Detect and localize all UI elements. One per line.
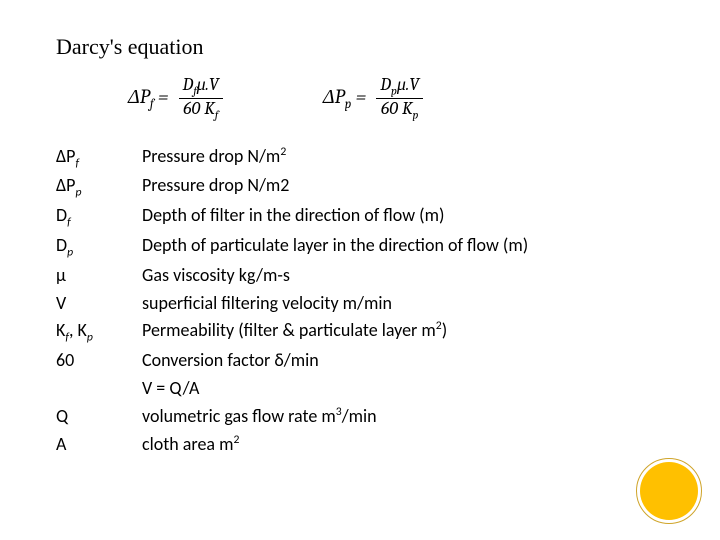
eq2-den-sub: p (413, 107, 419, 121)
definition-row: DpDepth of particulate layer in the dire… (56, 232, 670, 262)
eq1-lhs-sub: f (150, 97, 154, 112)
eq1-num: Dfμ.V (179, 76, 223, 99)
definition-symbol: Q (56, 403, 142, 431)
slide: Darcy's equation ΔPf = Dfμ.V 60 Kf ΔPp = (0, 0, 720, 540)
definitions-list: ΔPfPressure drop N/m2ΔPpPressure drop N/… (56, 143, 670, 459)
eq1-lhs: ΔPf = (128, 85, 169, 112)
definition-symbol: V (56, 290, 142, 318)
definition-row: V = Q/A (56, 375, 670, 403)
eq2-num-a: D (380, 74, 391, 95)
definition-symbol: Dp (56, 232, 142, 262)
definition-symbol: A (56, 431, 142, 459)
eq1-num-rest: μ.V (197, 74, 219, 95)
definition-symbol: μ (56, 262, 142, 290)
definition-symbol: Kf, Kp (56, 317, 142, 347)
eq1-den-a: 60 K (183, 98, 215, 119)
eq1-den-sub: f (215, 107, 218, 121)
eq2-num: Dpμ.V (376, 76, 423, 99)
definition-text: superficial filtering velocity m/min (142, 290, 670, 318)
eq2-den: 60 Kp (377, 99, 422, 121)
definition-row: ΔPpPressure drop N/m2 (56, 172, 670, 202)
definition-row: Kf, KpPermeability (filter & particulate… (56, 317, 670, 347)
eq2-frac: Dpμ.V 60 Kp (376, 76, 423, 121)
definition-text: Conversion factor δ/min (142, 347, 670, 375)
eq2-lhs-sub: p (345, 97, 352, 112)
eq1-den: 60 Kf (179, 99, 222, 121)
eq1-num-a: D (183, 74, 194, 95)
eq1-lhs-base: ΔP (128, 85, 150, 108)
definition-row: μGas viscosity kg/m-s (56, 262, 670, 290)
definition-row: Qvolumetric gas flow rate m3/min (56, 403, 670, 431)
eq2-lhs-base: ΔP (323, 85, 345, 108)
definition-row: ΔPfPressure drop N/m2 (56, 143, 670, 173)
definition-text: Pressure drop N/m2 (142, 143, 670, 173)
definition-symbol: ΔPf (56, 143, 142, 173)
page-title: Darcy's equation (56, 34, 670, 60)
definition-row: 60Conversion factor δ/min (56, 347, 670, 375)
definition-text: cloth area m2 (142, 431, 670, 459)
definition-text: Depth of filter in the direction of flow… (142, 202, 670, 232)
definition-symbol (56, 375, 142, 403)
eq2-den-a: 60 K (381, 98, 413, 119)
definition-text: Gas viscosity kg/m-s (142, 262, 670, 290)
equation-2: ΔPp = Dpμ.V 60 Kp (323, 76, 423, 121)
definition-symbol: Df (56, 202, 142, 232)
eq2-lhs: ΔPp = (323, 85, 366, 112)
definition-text: V = Q/A (142, 375, 670, 403)
eq1-frac: Dfμ.V 60 Kf (179, 76, 223, 121)
corner-circle-icon (640, 462, 698, 520)
definition-symbol: ΔPp (56, 172, 142, 202)
definition-text: Permeability (filter & particulate layer… (142, 317, 670, 347)
definition-text: volumetric gas flow rate m3/min (142, 403, 670, 431)
equation-row: ΔPf = Dfμ.V 60 Kf ΔPp = Dpμ.V (128, 76, 670, 121)
definition-row: Vsuperficial filtering velocity m/min (56, 290, 670, 318)
definition-text: Pressure drop N/m2 (142, 172, 670, 202)
definition-symbol: 60 (56, 347, 142, 375)
eq2-num-rest: μ.V (397, 74, 419, 95)
definition-text: Depth of particulate layer in the direct… (142, 232, 670, 262)
equation-1: ΔPf = Dfμ.V 60 Kf (128, 76, 223, 121)
definition-row: Acloth area m2 (56, 431, 670, 459)
definition-row: DfDepth of filter in the direction of fl… (56, 202, 670, 232)
